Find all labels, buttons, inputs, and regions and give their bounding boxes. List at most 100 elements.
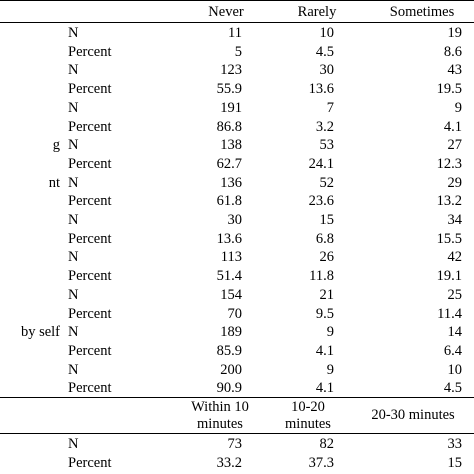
value-col-1: 55.9 xyxy=(216,81,242,98)
value-col-3: 29 xyxy=(447,174,463,191)
stat-label: N xyxy=(68,25,79,41)
table-row: N 73 82 33 xyxy=(0,435,474,454)
value-col-2: 9 xyxy=(326,324,334,341)
value-col-1: 85.9 xyxy=(216,342,242,359)
value-col-1: 191 xyxy=(220,99,242,116)
section-header-rule xyxy=(0,433,474,435)
header-rule xyxy=(0,22,474,24)
stat-label: Percent xyxy=(68,455,112,471)
value-col-1: 61.8 xyxy=(216,193,242,210)
value-col-3: 11.4 xyxy=(437,305,462,322)
header-20-30: 20-30 minutes xyxy=(371,407,455,423)
value-col-1: 33.2 xyxy=(216,455,242,471)
value-col-1: 13.6 xyxy=(216,230,242,247)
value-col-3: 27 xyxy=(447,137,463,154)
value-col-1: 136 xyxy=(220,174,242,191)
value-col-1: 123 xyxy=(220,62,242,79)
table-row: Percent 86.8 3.2 4.1 xyxy=(0,118,474,137)
value-col-2: 4.5 xyxy=(315,43,334,60)
stat-label: N xyxy=(68,99,79,116)
table-row: Percent 51.4 11.8 19.1 xyxy=(0,267,474,286)
stat-label: Percent xyxy=(68,342,112,359)
stat-label: Percent xyxy=(68,230,112,247)
value-col-3: 43 xyxy=(447,62,463,79)
stat-label: N xyxy=(68,361,79,378)
stat-label: N xyxy=(68,137,79,154)
value-col-3: 15 xyxy=(447,455,463,471)
table-row: N 191 7 9 xyxy=(0,99,474,118)
value-col-2: 6.8 xyxy=(315,230,334,247)
value-col-2: 4.1 xyxy=(315,380,334,397)
value-col-1: 62.7 xyxy=(216,155,242,172)
table-row: by self N 189 9 14 xyxy=(0,323,474,342)
value-col-3: 13.2 xyxy=(436,193,462,210)
value-col-3: 19.5 xyxy=(436,81,462,98)
table-row: N 200 9 10 xyxy=(0,361,474,380)
header-never: Never xyxy=(208,4,244,20)
header-10-20-line1: 10-20 xyxy=(291,399,325,415)
row-label: nt xyxy=(48,174,60,191)
value-col-1: 113 xyxy=(220,249,242,266)
value-col-3: 9 xyxy=(454,99,462,116)
table-row: N 123 30 43 xyxy=(0,61,474,80)
stat-label: Percent xyxy=(68,380,112,397)
stat-label: N xyxy=(68,324,79,341)
value-col-1: 189 xyxy=(220,324,242,341)
value-col-2: 23.6 xyxy=(308,193,334,210)
table-top-rule xyxy=(0,0,474,2)
value-col-3: 4.1 xyxy=(443,118,462,135)
value-col-2: 9.5 xyxy=(315,305,334,322)
value-col-1: 200 xyxy=(220,361,242,378)
value-col-3: 19.1 xyxy=(436,268,462,285)
table-row: g N 138 53 27 xyxy=(0,136,474,155)
value-col-2: 37.3 xyxy=(308,455,334,471)
value-col-3: 19 xyxy=(447,25,463,41)
table-row: N 11 10 19 xyxy=(0,24,474,43)
value-col-2: 4.1 xyxy=(315,342,334,359)
stat-label: N xyxy=(68,436,79,452)
stat-label: Percent xyxy=(68,268,112,285)
value-col-2: 9 xyxy=(326,361,334,378)
stat-label: N xyxy=(68,249,79,266)
value-col-2: 3.2 xyxy=(315,118,334,135)
row-label: g xyxy=(52,137,60,154)
value-col-3: 15.5 xyxy=(436,230,462,247)
value-col-3: 6.4 xyxy=(443,342,462,359)
value-col-1: 11 xyxy=(228,25,242,41)
table-row: Percent 55.9 13.6 19.5 xyxy=(0,80,474,99)
header-rarely: Rarely xyxy=(297,4,337,20)
stat-label: Percent xyxy=(68,155,112,172)
stat-label: N xyxy=(68,62,79,79)
table-row: Percent 33.2 37.3 15 xyxy=(0,454,474,473)
value-col-3: 12.3 xyxy=(436,155,462,172)
value-col-3: 33 xyxy=(447,436,463,452)
table-row: nt N 136 52 29 xyxy=(0,174,474,193)
table-row: N 154 21 25 xyxy=(0,286,474,305)
value-col-3: 8.6 xyxy=(443,43,462,60)
value-col-2: 11.8 xyxy=(309,268,334,285)
value-col-1: 70 xyxy=(227,305,243,322)
value-col-2: 26 xyxy=(319,249,335,266)
stat-label: Percent xyxy=(68,43,112,60)
value-col-1: 138 xyxy=(220,137,242,154)
value-col-2: 21 xyxy=(319,286,335,303)
stat-label: Percent xyxy=(68,193,112,210)
table-row: Percent 85.9 4.1 6.4 xyxy=(0,342,474,361)
value-col-3: 10 xyxy=(447,361,463,378)
value-col-3: 4.5 xyxy=(443,380,462,397)
table-row: Percent 70 9.5 11.4 xyxy=(0,305,474,324)
value-col-2: 52 xyxy=(319,174,335,191)
header-sometimes: Sometimes xyxy=(389,4,455,20)
value-col-2: 82 xyxy=(319,436,335,452)
value-col-3: 34 xyxy=(447,212,463,228)
value-col-2: 15 xyxy=(319,212,335,228)
table-row: N 113 26 42 xyxy=(0,248,474,267)
table-row: Percent 61.8 23.6 13.2 xyxy=(0,192,474,211)
header-10-20-line2: minutes xyxy=(285,416,331,432)
header-within-10-line2: minutes xyxy=(197,416,243,432)
table-row: N 30 15 34 xyxy=(0,211,474,230)
table-row: Percent 90.9 4.1 4.5 xyxy=(0,379,474,398)
section-top-rule xyxy=(0,397,474,399)
stat-label: Percent xyxy=(68,81,112,98)
